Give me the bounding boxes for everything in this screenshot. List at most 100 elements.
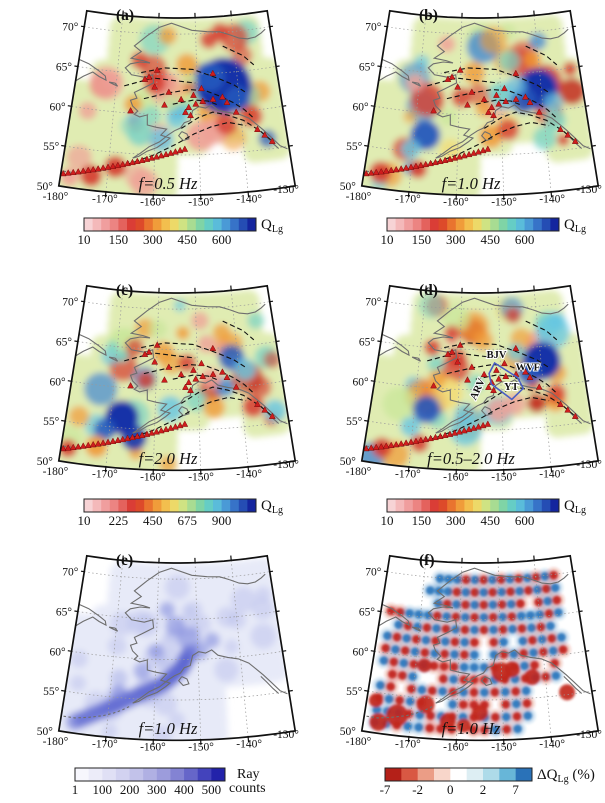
volcano-station-triangle [151, 358, 159, 365]
map-area: (e) f=1.0 Hz 70° 65° 60° 55° 50°-180° -170° -160… [37, 552, 300, 753]
map-border [360, 554, 600, 742]
frequency-label: f=2.0 Hz [139, 449, 198, 468]
volcano-station-triangle [488, 103, 496, 111]
volcano-station-triangle [138, 156, 146, 163]
volcano-station-triangle [124, 159, 132, 167]
volcano-station-triangle [133, 432, 141, 440]
volcano-station-triangle [392, 440, 400, 448]
volcano-station-triangle [182, 108, 189, 115]
volcano-station-triangle [456, 341, 464, 348]
lat-label: 70° [62, 297, 79, 309]
volcano-station-triangle [417, 436, 425, 444]
volcano-station-triangle [198, 359, 205, 367]
data-field [361, 14, 595, 196]
lat-label: 50° [340, 456, 357, 468]
data-field [367, 567, 576, 738]
lon-label: -130° [273, 184, 299, 196]
volcano-station-triangle [223, 373, 231, 380]
colorbar-tick-label: 300 [143, 232, 163, 247]
volcano-station-triangle [94, 440, 102, 447]
volcano-station-triangle [177, 95, 185, 103]
volcano-station-triangle [79, 442, 87, 449]
lon-label: -160° [140, 471, 166, 483]
volcano-station-triangle [209, 95, 217, 102]
volcano-station-triangle [114, 436, 122, 444]
volcano-station-triangle [480, 95, 488, 103]
volcano-station-triangle [187, 111, 194, 119]
colorbar: 10 150 300 450 600 QLg [381, 498, 586, 528]
lon-label: -150° [491, 196, 517, 208]
frequency-label: f=1.0 Hz [442, 719, 501, 738]
volcano-station-triangle [464, 376, 471, 383]
colorbar-frame [83, 498, 257, 513]
colorbar-tick-label: 300 [147, 782, 167, 797]
volcano-station-triangle [127, 381, 135, 389]
lat-label: 70° [62, 567, 79, 579]
volcano-station-triangle [129, 433, 136, 441]
volcano-station-triangle [501, 359, 508, 367]
volcano-station-triangle [119, 160, 127, 168]
volcano-station-triangle [502, 97, 510, 104]
colorbar-title: QLg [261, 498, 283, 516]
volcano-station-triangle [485, 383, 492, 390]
volcano-station-triangle [74, 167, 82, 175]
volcano-station-triangle [564, 131, 572, 138]
volcano-station-triangle [165, 363, 173, 370]
volcano-station-triangle [223, 98, 231, 105]
volcano-station-triangle [422, 435, 430, 443]
volcano-station-triangle [104, 438, 112, 445]
volcano-station-triangle [430, 381, 438, 389]
lon-label: -140° [236, 468, 262, 480]
lon-label: -140° [539, 468, 565, 480]
volcano-station-triangle [151, 83, 159, 90]
map-border [360, 284, 600, 472]
colorbar-tick-label: 10 [78, 232, 91, 247]
volcano-station-triangle [165, 88, 173, 95]
colorbar-title: QLg [564, 217, 586, 235]
lat-label: 55° [43, 686, 60, 698]
colorbar-tick-label: 600 [515, 232, 535, 247]
volcano-station-triangle [454, 83, 462, 90]
colorbar-frame [386, 217, 560, 232]
panel-b-map: (b) f=1.0 Hz 70° 65° 60° 55° 50°-180° -170° -160… [340, 7, 603, 247]
axis-ticks [61, 555, 293, 746]
fault-lines [427, 45, 579, 166]
lat-label: 60° [352, 376, 369, 388]
volcano-station-triangle [444, 75, 452, 82]
colorbar-frame [74, 767, 226, 782]
volcano-station-triangle [441, 431, 449, 438]
volcano-station-triangle [84, 441, 92, 448]
volcano-station-triangle [382, 442, 390, 449]
volcano-station-triangle [571, 137, 579, 144]
colorbar-tick-label: 10 [78, 513, 91, 528]
colorbar-tick-label: 100 [93, 782, 113, 797]
volcano-station-triangle [89, 440, 97, 448]
panel-c-map: (c) f=2.0 Hz 70° 65° 60° 55° 50°-180° -170° -160… [37, 282, 300, 528]
volcano-station-triangle [162, 425, 170, 433]
volcano-station-triangle [145, 73, 153, 80]
volcano-station-triangle [94, 165, 102, 172]
volcano-station-triangle [192, 375, 200, 382]
colorbar-tick-label: 0 [447, 782, 454, 797]
fault-lines [124, 45, 276, 166]
volcano-station-triangle [382, 167, 390, 174]
lat-label: 55° [346, 141, 363, 153]
panel-letter: (d) [419, 282, 438, 299]
volcano-station-triangle [177, 370, 185, 378]
volcano-station-triangle [441, 156, 449, 163]
volcano-station-triangle [190, 366, 197, 373]
volcano-station-triangle [448, 73, 456, 80]
volcano-station-triangle [109, 437, 117, 444]
volcano-station-triangle [490, 386, 497, 394]
volcano-station-triangle [141, 75, 149, 82]
lon-label: -150° [188, 741, 214, 753]
map-area: (a) f=0.5 Hz 70° 65° 60° 55° 50°-180° -170° -160… [37, 7, 300, 208]
volcano-station-triangle [564, 406, 572, 413]
lon-label: -170° [92, 738, 118, 750]
colorbar-tick-label: 600 [515, 513, 535, 528]
colorbar-tick-label: 150 [412, 513, 432, 528]
lon-label: -180° [43, 191, 69, 203]
volcano-station-triangle [557, 400, 564, 407]
volcano-station-triangle [114, 161, 122, 169]
colorbar-tick-label: 225 [109, 513, 129, 528]
